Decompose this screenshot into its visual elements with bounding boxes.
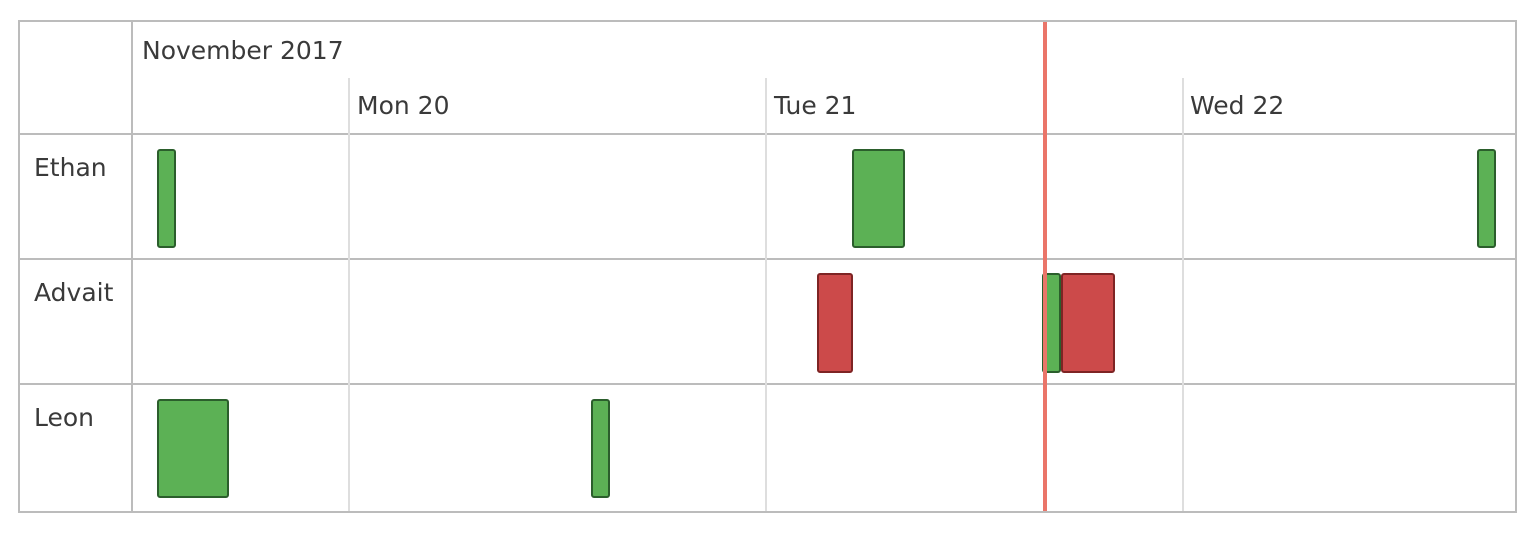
day-label-wed-22: Wed 22 (1190, 91, 1285, 120)
row-divider (20, 383, 1515, 385)
resource-label-ethan: Ethan (34, 153, 107, 182)
event-block[interactable] (591, 399, 610, 498)
resource-column-divider (131, 22, 133, 511)
month-label: November 2017 (142, 36, 344, 65)
day-gridline (1182, 78, 1184, 511)
event-block[interactable] (1061, 273, 1115, 373)
event-block[interactable] (1477, 149, 1496, 248)
day-label-mon-20: Mon 20 (357, 91, 450, 120)
day-label-tue-21: Tue 21 (774, 91, 857, 120)
scheduler-timeline: November 2017 Mon 20 Tue 21 Wed 22 Ethan… (18, 20, 1517, 513)
event-block[interactable] (852, 149, 905, 248)
event-block[interactable] (817, 273, 853, 373)
row-divider (20, 258, 1515, 260)
day-gridline (348, 78, 350, 511)
event-block[interactable] (157, 399, 229, 498)
event-block[interactable] (157, 149, 176, 248)
day-gridline (765, 78, 767, 511)
header-divider (20, 133, 1515, 135)
current-time-indicator (1043, 22, 1047, 511)
resource-label-leon: Leon (34, 403, 95, 432)
resource-label-advait: Advait (34, 278, 114, 307)
